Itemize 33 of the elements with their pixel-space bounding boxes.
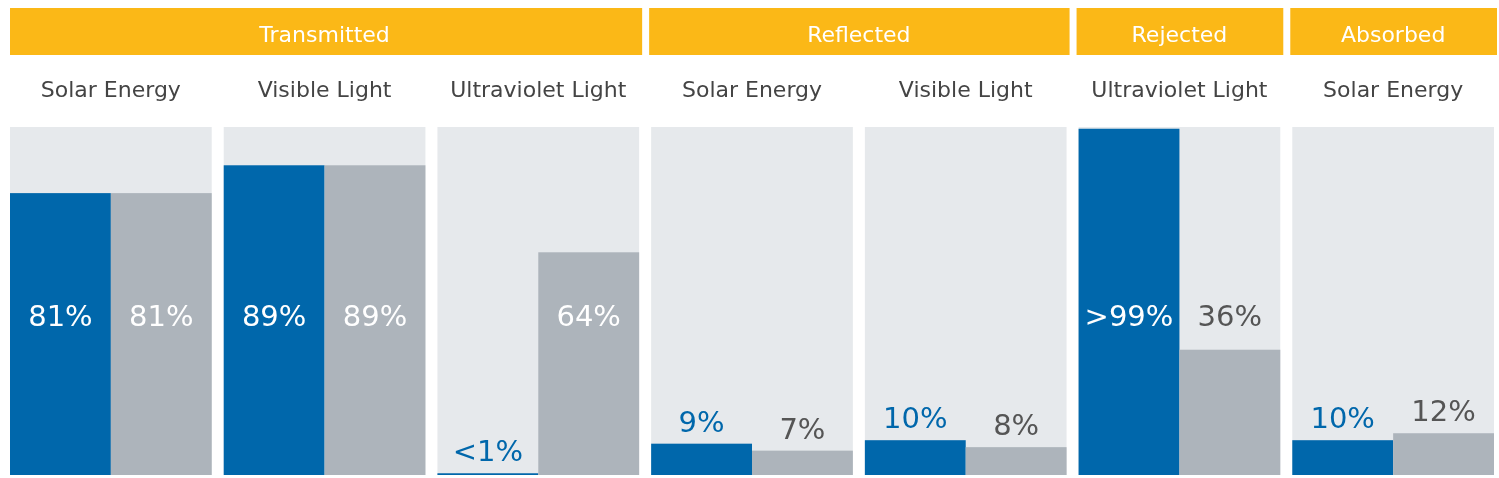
data-label: 8% bbox=[993, 408, 1040, 443]
x-tick-label: Visible Light bbox=[898, 77, 1033, 102]
bar bbox=[651, 443, 752, 475]
bar bbox=[752, 450, 853, 475]
data-label: 10% bbox=[883, 401, 948, 436]
data-label: 89% bbox=[241, 299, 307, 333]
bar bbox=[965, 447, 1067, 475]
data-label: <1% bbox=[452, 434, 524, 469]
text: Reflected bbox=[807, 22, 911, 47]
data-label: 10% bbox=[1310, 401, 1375, 436]
data-label: >99% bbox=[1084, 299, 1174, 333]
bar bbox=[538, 252, 640, 475]
data-label: 81% bbox=[28, 299, 93, 333]
data-label: 12% bbox=[1411, 394, 1476, 429]
bar bbox=[1393, 433, 1494, 475]
data-label: 89% bbox=[342, 299, 408, 333]
x-tick-label: Ultraviolet Light bbox=[1091, 77, 1268, 102]
text: Absorbed bbox=[1340, 22, 1446, 47]
x-tick-label: Solar Energy bbox=[40, 77, 181, 102]
bar bbox=[1292, 440, 1394, 475]
bar bbox=[1179, 349, 1281, 475]
data-label: 64% bbox=[556, 299, 621, 333]
x-tick-label: Visible Light bbox=[257, 77, 392, 102]
text: Transmitted bbox=[258, 22, 390, 47]
x-tick-label: Ultraviolet Light bbox=[450, 77, 627, 102]
x-tick-label: Solar Energy bbox=[1323, 77, 1464, 102]
data-label: 7% bbox=[779, 411, 826, 446]
data-label: 36% bbox=[1197, 299, 1263, 333]
data-label: 81% bbox=[129, 299, 194, 333]
text: Rejected bbox=[1131, 22, 1228, 47]
x-tick-label: Solar Energy bbox=[681, 77, 823, 102]
data-label: 9% bbox=[678, 404, 725, 439]
bar bbox=[864, 440, 966, 475]
